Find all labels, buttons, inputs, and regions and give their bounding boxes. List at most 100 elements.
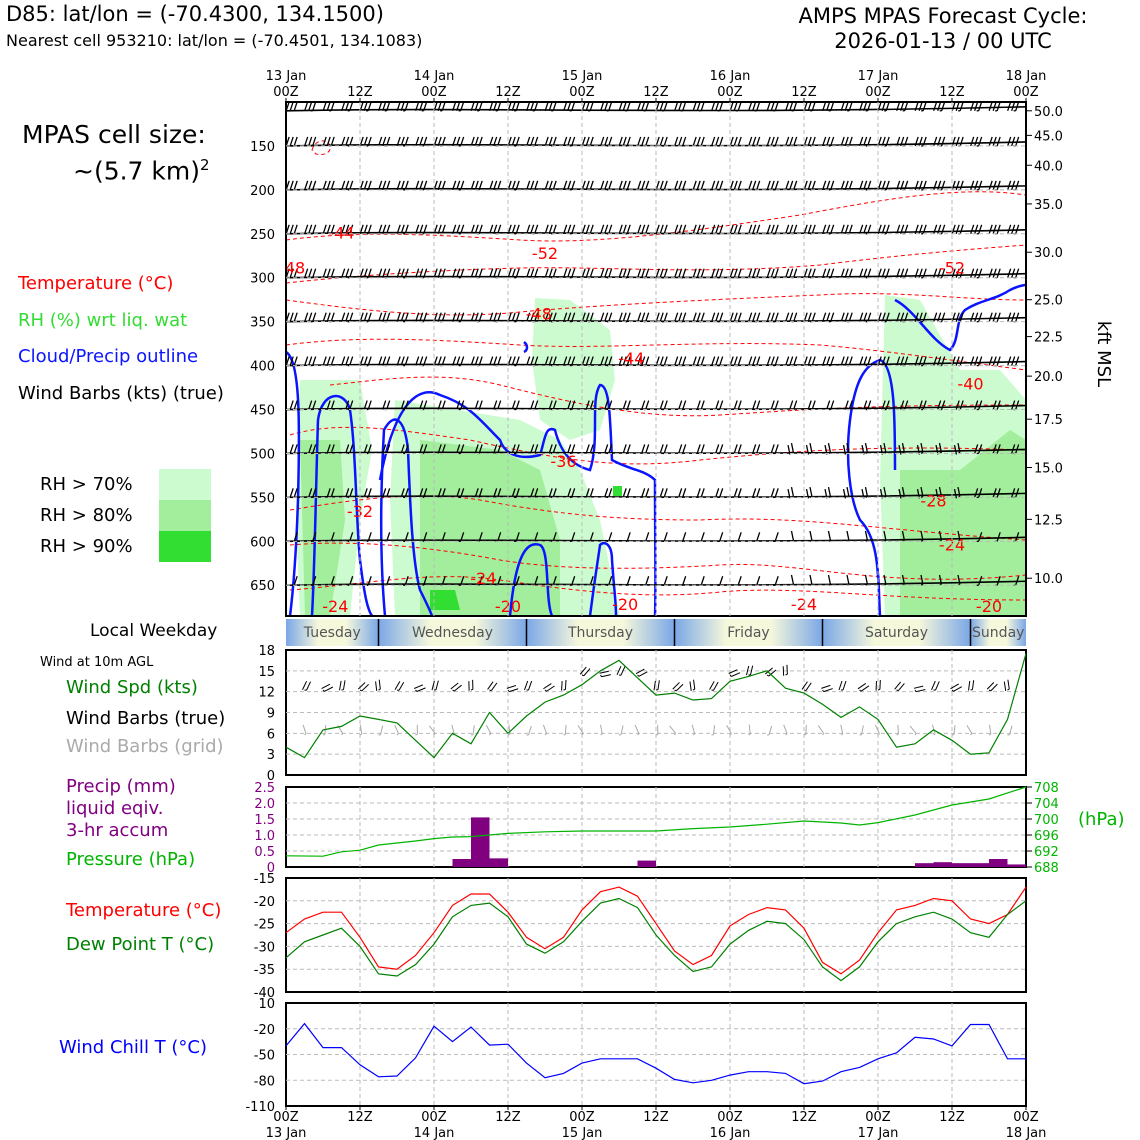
wind-barb [976,576,983,586]
weekday-band [286,619,379,646]
bottom-hour-label: 12Z [939,1110,965,1125]
wind-barb [859,356,872,367]
wind-barb-10m [968,680,975,691]
wind-barb [840,268,853,279]
barb-row-line [286,185,1026,191]
wind-barb [803,102,816,112]
wind-barb [526,102,539,112]
wind-barb [696,488,705,499]
wind-panel: 0 3 6 9 12 15 18 [258,644,1027,784]
wind-panel-title: Wind at 10m AGL [40,655,154,670]
wind-barb [951,180,964,191]
top-hour-label: 00Z [273,85,299,100]
wind-barb-grid [951,725,956,736]
dew-label: Dew Point T (°C) [66,934,215,955]
station-title: D85: lat/lon = (-70.4300, 134.1500) [6,2,384,26]
wind-barbs-label: Wind Barbs (true) [66,708,226,729]
wind-barb [359,180,372,191]
wind-barb [659,400,668,411]
wind-barb-grid [726,725,732,736]
top-hour-label: 12Z [643,85,669,100]
wind-barb [643,576,650,586]
wind-barb [415,102,428,112]
bottom-hour-label: 00Z [569,1110,595,1125]
wind-barb [988,356,1001,367]
cell-size-exponent: 2 [200,156,210,174]
wind-barb [861,486,869,499]
wind-barb [729,356,742,367]
wind-barb [674,136,687,147]
wind-barb [659,444,668,455]
legend-wind: Wind Barbs (kts) (true) [18,383,224,404]
wind-barb [809,574,813,586]
barb-row-line [286,404,1026,411]
wind-barb [790,530,795,542]
y-tick-label: -80 [254,1074,275,1089]
wind-barb-grid [655,724,659,736]
wind-barb [600,102,613,112]
bottom-day-label: 13 Jan [266,1126,307,1140]
temperature-label: -52 [939,259,965,278]
wind-barb [711,312,724,323]
wind-barb [914,224,927,235]
wind-barb [933,102,946,112]
wind-barb [396,102,409,112]
wind-barb [766,102,779,112]
wind-barb [622,488,631,499]
y-tick-label: 2.5 [254,781,275,796]
y-tick-label: 550 [250,491,275,506]
rh-swatch-90 [159,531,211,562]
wind-barb [914,136,927,147]
wind-barb [877,180,890,191]
y-tick-label: 0 [267,769,275,784]
wind-barb [859,312,872,323]
wind-barb [748,180,761,191]
wind-barb-grid [766,725,773,736]
wind-barb [692,224,705,235]
wind-barb [507,102,520,112]
wind-barb [606,532,613,542]
wind-barb [773,576,779,586]
wind-barb [452,180,465,191]
wind-barb-10m [857,683,870,692]
wind-barb-grid [563,724,567,736]
wind-barb [859,136,872,147]
y-tick-label: 2.0 [254,797,275,812]
wind-barb [822,136,835,147]
y-tick-label: -50 [254,1049,275,1064]
wind-barb [507,268,520,279]
wind-barb [507,224,520,235]
bottom-day-label: 14 Jan [414,1126,455,1140]
right-tick-label: 45.0 [1034,129,1063,144]
y-tick-label: 250 [250,228,275,243]
wind-barb [544,312,557,323]
wind-barb [641,444,650,455]
wind-barb [692,180,705,191]
wind-barb [507,136,520,147]
weekday-label: Wednesday [412,625,493,641]
top-hour-label: 12Z [347,85,373,100]
wind-barb-10m [801,681,812,692]
wind-barb [456,488,465,499]
wind-barb [400,488,409,499]
legend-temperature: Temperature (°C) [18,273,174,294]
wind-barb-grid [600,724,603,736]
temperature-label: -44 [328,224,354,243]
nearest-cell: Nearest cell 953210: lat/lon = (-70.4501… [6,31,423,50]
wind-barb [289,400,298,411]
wind-barb [507,356,520,367]
wind-barb [641,488,650,499]
wind-barb-10m [468,679,474,691]
wind-barb [637,136,650,147]
wind-barb [933,180,946,191]
wind-barb [403,532,409,542]
wind-barb [748,312,761,323]
wind-barb [643,532,650,542]
y-tick-label: 6 [267,727,275,742]
wind-barb [729,224,742,235]
weekday-label: Saturday [865,625,928,641]
wind-barb-grid [909,725,917,736]
wind-barb [470,102,483,112]
weekday-label: Friday [727,625,769,641]
bottom-hour-label: 12Z [643,1110,669,1125]
